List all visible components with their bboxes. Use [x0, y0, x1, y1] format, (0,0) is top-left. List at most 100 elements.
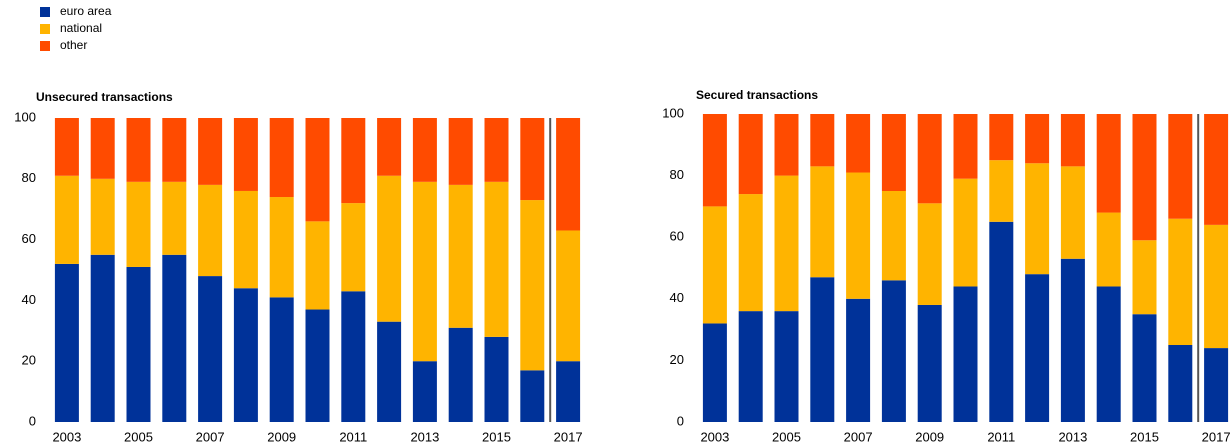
bar-segment: [702, 114, 727, 207]
bar-segment: [1025, 114, 1050, 164]
x-tick-label: 2015: [482, 429, 511, 444]
bar-segment: [917, 203, 942, 305]
x-tick-label: 2011: [339, 429, 367, 444]
bar-segment: [484, 118, 509, 182]
y-tick-label: 40: [670, 290, 684, 305]
bar-segment: [1096, 212, 1121, 287]
bar-segment: [412, 181, 437, 362]
bar-segment: [556, 230, 581, 362]
bar-segment: [881, 280, 906, 422]
bar-segment: [341, 291, 366, 422]
bar-segment: [917, 114, 942, 204]
bar-segment: [162, 254, 187, 422]
bar-segment: [377, 175, 402, 322]
bar-segment: [1132, 314, 1157, 422]
bar-segment: [989, 160, 1014, 222]
bar-segment: [198, 118, 223, 185]
x-tick-label: 2007: [844, 429, 873, 444]
bar-segment: [1025, 274, 1050, 422]
y-tick-label: 80: [22, 170, 36, 185]
bar-segment: [1204, 114, 1229, 225]
bar-segment: [702, 323, 727, 422]
bar-segment: [90, 254, 115, 422]
bar-segment: [448, 184, 473, 328]
bar-segment: [305, 309, 330, 422]
bar-segment: [1204, 224, 1229, 349]
bar-segment: [989, 221, 1014, 422]
bar-segment: [341, 118, 366, 204]
bar-segment: [846, 114, 871, 173]
x-tick-label: 2009: [267, 429, 296, 444]
legend-label: euro area: [60, 4, 112, 18]
bar-segment: [198, 184, 223, 277]
bar-segment: [233, 190, 258, 289]
bar-segment: [54, 263, 79, 422]
bar-segment: [1060, 114, 1085, 167]
y-tick-label: 40: [22, 292, 36, 307]
legend-label: national: [60, 21, 102, 35]
bar-segment: [1132, 240, 1157, 315]
bar-segment: [520, 370, 545, 422]
bar-segment: [810, 114, 835, 167]
bar-segment: [305, 221, 330, 310]
bar-segment: [989, 114, 1014, 161]
x-tick-label: 2017: [554, 429, 583, 444]
bar-segment: [269, 118, 294, 198]
bar-segment: [556, 361, 581, 422]
bar-segment: [881, 114, 906, 191]
bar-segment: [412, 118, 437, 182]
bar-segment: [233, 288, 258, 422]
bar-segment: [702, 206, 727, 324]
bar-segment: [1132, 114, 1157, 241]
bar-segment: [1025, 163, 1050, 275]
legend-swatch: [40, 24, 50, 34]
bar-segment: [162, 118, 187, 182]
bar-segment: [846, 172, 871, 299]
bar-segment: [377, 118, 402, 176]
y-tick-label: 0: [29, 413, 36, 428]
bar-segment: [1096, 114, 1121, 213]
bar-segment: [774, 311, 799, 422]
x-tick-label: 2017: [1202, 429, 1231, 444]
bar-segment: [126, 266, 151, 422]
bar-segment: [448, 327, 473, 422]
bar-segment: [846, 298, 871, 422]
y-tick-label: 0: [677, 413, 684, 428]
bar-segment: [1204, 348, 1229, 422]
bar-segment: [305, 118, 330, 222]
y-tick-label: 100: [14, 109, 36, 124]
bar-segment: [1096, 286, 1121, 422]
bar-segment: [917, 304, 942, 422]
bar-segment: [1060, 166, 1085, 259]
bar-segment: [953, 286, 978, 422]
y-tick-label: 80: [670, 167, 684, 182]
bar-segment: [448, 118, 473, 185]
bar-segment: [810, 166, 835, 278]
x-tick-label: 2013: [410, 429, 439, 444]
y-tick-label: 20: [22, 353, 36, 368]
bar-segment: [953, 114, 978, 179]
bar-segment: [520, 200, 545, 371]
legend-label: other: [60, 38, 87, 52]
bar-segment: [810, 277, 835, 422]
bar-segment: [90, 118, 115, 179]
x-tick-label: 2013: [1058, 429, 1087, 444]
bar-segment: [54, 118, 79, 176]
x-tick-label: 2003: [52, 429, 81, 444]
bar-segment: [1168, 345, 1193, 422]
bar-segment: [881, 191, 906, 281]
bar-segment: [90, 178, 115, 255]
x-tick-label: 2005: [772, 429, 801, 444]
bar-segment: [162, 181, 187, 255]
x-tick-label: 2007: [196, 429, 225, 444]
y-tick-label: 60: [670, 229, 684, 244]
bar-segment: [233, 118, 258, 191]
bar-segment: [520, 118, 545, 201]
bar-segment: [774, 175, 799, 312]
bar-segment: [738, 311, 763, 422]
bar-segment: [738, 114, 763, 195]
bar-segment: [269, 297, 294, 422]
bar-segment: [126, 118, 151, 182]
x-tick-label: 2009: [915, 429, 944, 444]
bar-segment: [126, 181, 151, 267]
